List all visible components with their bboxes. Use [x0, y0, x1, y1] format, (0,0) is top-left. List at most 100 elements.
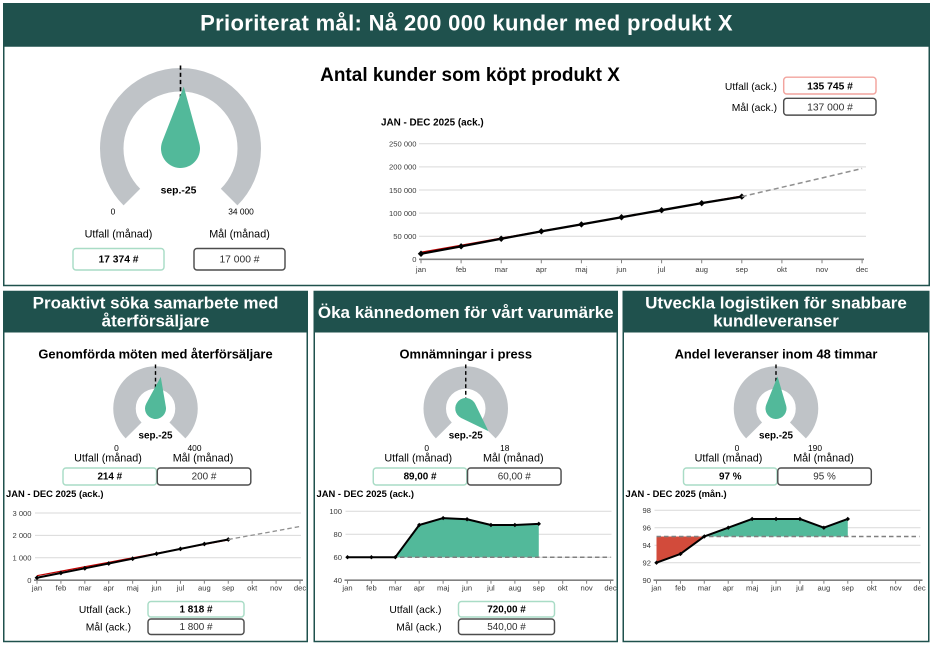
svg-text:sep: sep — [533, 583, 545, 592]
svg-text:feb: feb — [366, 583, 377, 592]
svg-text:Utfall (ack.): Utfall (ack.) — [725, 82, 777, 93]
svg-text:Utfall (månad): Utfall (månad) — [695, 453, 763, 465]
svg-text:137 000 #: 137 000 # — [807, 103, 853, 114]
svg-text:89,00 #: 89,00 # — [404, 472, 437, 483]
svg-text:JAN - DEC 2025 (mån.): JAN - DEC 2025 (mån.) — [626, 488, 727, 499]
svg-text:mar: mar — [495, 265, 509, 274]
svg-text:maj: maj — [437, 583, 450, 592]
svg-text:Utfall (ack.): Utfall (ack.) — [79, 605, 131, 616]
svg-text:18: 18 — [500, 443, 510, 453]
svg-text:Andel leveranser inom 48 timma: Andel leveranser inom 48 timmar — [675, 347, 878, 362]
svg-text:60: 60 — [334, 553, 342, 562]
svg-text:Utveckla logistiken för snabba: Utveckla logistiken för snabbare — [645, 294, 907, 313]
svg-text:kundleveranser: kundleveranser — [713, 312, 839, 331]
svg-text:400: 400 — [188, 443, 202, 453]
svg-text:nov: nov — [816, 265, 828, 274]
svg-text:mar: mar — [78, 583, 92, 592]
svg-text:2 000: 2 000 — [12, 531, 31, 540]
svg-text:feb: feb — [456, 265, 467, 274]
svg-text:maj: maj — [575, 265, 588, 274]
svg-text:3 000: 3 000 — [12, 509, 31, 518]
svg-text:mar: mar — [698, 583, 712, 592]
svg-text:0: 0 — [111, 207, 116, 217]
svg-text:JAN - DEC 2025 (ack.): JAN - DEC 2025 (ack.) — [317, 488, 414, 499]
svg-text:nov: nov — [270, 583, 282, 592]
svg-text:okt: okt — [867, 583, 878, 592]
svg-text:Utfall (månad): Utfall (månad) — [85, 229, 153, 241]
svg-text:Öka kännedomen för vårt varumä: Öka kännedomen för vårt varumärke — [318, 303, 614, 322]
svg-text:okt: okt — [777, 265, 788, 274]
svg-text:aug: aug — [695, 265, 708, 274]
svg-text:aug: aug — [198, 583, 211, 592]
svg-text:214 #: 214 # — [97, 472, 122, 483]
svg-text:aug: aug — [509, 583, 522, 592]
svg-text:95 %: 95 % — [813, 472, 836, 483]
svg-text:JAN - DEC 2025 (ack.): JAN - DEC 2025 (ack.) — [381, 118, 484, 129]
svg-text:dec: dec — [856, 265, 868, 274]
svg-text:maj: maj — [127, 583, 140, 592]
svg-text:jun: jun — [150, 583, 161, 592]
svg-text:0: 0 — [27, 576, 31, 585]
svg-text:1 818 #: 1 818 # — [180, 605, 213, 616]
svg-text:Mål (ack.): Mål (ack.) — [396, 622, 441, 634]
svg-text:97 %: 97 % — [719, 472, 742, 483]
svg-text:135 745 #: 135 745 # — [807, 82, 853, 93]
svg-text:jul: jul — [795, 583, 804, 592]
svg-text:Mål (ack.): Mål (ack.) — [86, 622, 131, 634]
svg-text:0: 0 — [412, 255, 416, 264]
svg-text:150 000: 150 000 — [389, 186, 416, 195]
svg-text:Proaktivt söka samarbete med: Proaktivt söka samarbete med — [33, 294, 279, 313]
svg-text:100 000: 100 000 — [389, 209, 416, 218]
svg-text:feb: feb — [56, 583, 67, 592]
svg-text:40: 40 — [334, 576, 342, 585]
svg-text:okt: okt — [247, 583, 258, 592]
svg-text:apr: apr — [536, 265, 547, 274]
svg-text:Mål (månad): Mål (månad) — [173, 453, 234, 465]
svg-text:Genomförda möten med återförsä: Genomförda möten med återförsäljare — [38, 347, 272, 362]
svg-text:96: 96 — [643, 524, 651, 533]
svg-text:Mål (månad): Mål (månad) — [793, 453, 854, 465]
svg-text:0: 0 — [114, 443, 119, 453]
svg-text:100: 100 — [329, 507, 342, 516]
svg-text:feb: feb — [675, 583, 686, 592]
svg-text:jan: jan — [341, 583, 352, 592]
svg-text:sep: sep — [842, 583, 854, 592]
svg-text:Mål (ack.): Mål (ack.) — [732, 102, 777, 114]
svg-text:sep.-25: sep.-25 — [161, 186, 197, 197]
svg-text:0: 0 — [735, 443, 740, 453]
svg-text:250 000: 250 000 — [389, 140, 416, 149]
svg-text:720,00 #: 720,00 # — [487, 605, 526, 616]
svg-text:dec: dec — [294, 583, 306, 592]
svg-text:jul: jul — [486, 583, 495, 592]
svg-text:mar: mar — [389, 583, 403, 592]
svg-text:200 #: 200 # — [192, 472, 217, 483]
svg-text:jun: jun — [770, 583, 781, 592]
svg-text:Utfall (ack.): Utfall (ack.) — [389, 605, 441, 616]
svg-text:aug: aug — [818, 583, 831, 592]
svg-text:apr: apr — [414, 583, 425, 592]
svg-text:JAN - DEC 2025 (ack.): JAN - DEC 2025 (ack.) — [6, 488, 103, 499]
svg-text:sep: sep — [736, 265, 748, 274]
svg-text:190: 190 — [808, 443, 822, 453]
svg-text:maj: maj — [746, 583, 759, 592]
svg-text:Utfall (månad): Utfall (månad) — [384, 453, 452, 465]
svg-text:92: 92 — [643, 559, 651, 568]
svg-text:50 000: 50 000 — [393, 232, 416, 241]
svg-text:dec: dec — [913, 583, 925, 592]
svg-text:200 000: 200 000 — [389, 163, 416, 172]
svg-text:apr: apr — [103, 583, 114, 592]
svg-text:98: 98 — [643, 506, 651, 515]
svg-text:jan: jan — [415, 265, 426, 274]
svg-text:Antal kunder som köpt produkt: Antal kunder som köpt produkt X — [320, 65, 620, 86]
svg-text:jul: jul — [657, 265, 666, 274]
svg-text:jan: jan — [650, 583, 661, 592]
svg-text:Omnämningar i press: Omnämningar i press — [399, 347, 532, 362]
svg-text:jan: jan — [31, 583, 42, 592]
svg-text:80: 80 — [334, 530, 342, 539]
svg-text:jun: jun — [615, 265, 626, 274]
svg-text:540,00 #: 540,00 # — [487, 622, 526, 633]
svg-text:90: 90 — [643, 576, 651, 585]
svg-text:Utfall (månad): Utfall (månad) — [74, 453, 142, 465]
svg-text:17 374 #: 17 374 # — [98, 255, 138, 266]
svg-text:sep.-25: sep.-25 — [759, 431, 794, 442]
